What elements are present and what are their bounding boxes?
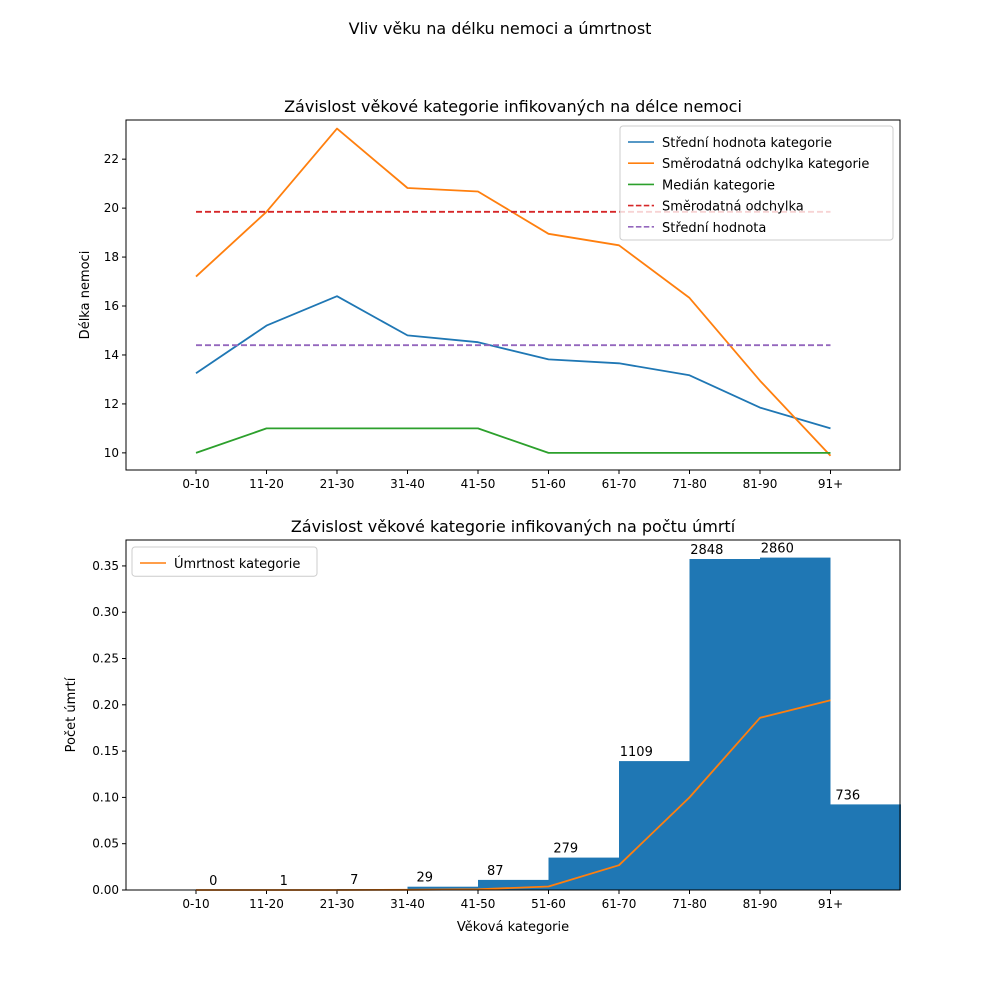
bar-label-11-20: 1	[280, 874, 288, 889]
deaths-x-tick-label: 21-30	[320, 897, 355, 911]
deaths-y-tick-label: 0.15	[92, 744, 119, 758]
bar-51-60	[548, 857, 619, 890]
deaths-x-tick-label: 41-50	[461, 897, 496, 911]
deaths-x-tick-label: 61-70	[602, 897, 637, 911]
deaths-y-tick-label: 0.30	[92, 605, 119, 619]
bar-label-81-90: 2860	[761, 542, 794, 557]
duration-line-chart: Závislost věkové kategorie infikovaných …	[78, 97, 901, 491]
duration-y-tick-label: 22	[104, 152, 119, 166]
series-line-median-kategorie	[195, 427, 831, 454]
duration-x-tick-label: 51-60	[531, 477, 566, 491]
duration-y-tick-label: 10	[104, 446, 119, 460]
duration-y-tick-label: 14	[104, 348, 119, 362]
bar-81-90	[760, 557, 831, 890]
deaths-y-tick-label: 0.25	[92, 652, 119, 666]
legend-label-median-kategorie: Medián kategorie	[662, 178, 775, 193]
bar-label-61-70: 1109	[620, 745, 653, 760]
duration-y-tick-label: 18	[104, 250, 119, 264]
legend-label-stredni-hodnota-kategorie: Střední hodnota kategorie	[662, 136, 832, 151]
deaths-x-tick-label: 0-10	[182, 897, 209, 911]
bar-label-41-50: 87	[487, 864, 504, 879]
legend-label-umrtnost-kategorie: Úmrtnost kategorie	[174, 556, 300, 572]
bar-label-0-10: 0	[209, 874, 217, 889]
deaths-chart-title: Závislost věkové kategorie infikovaných …	[291, 517, 736, 536]
deaths-axis-ticks: 0-10 11-20 21-30 31-40 41-50 51-60 61-70 71-80 8…	[92, 559, 843, 911]
bar-61-70	[619, 761, 690, 890]
deaths-y-axis-label: Počet úmrtí	[64, 677, 79, 752]
duration-axis-ticks: 0-10 11-20 21-30 31-40 41-50 51-60 61-70 71-80 8…	[104, 152, 843, 491]
duration-x-tick-label: 31-40	[390, 477, 425, 491]
deaths-x-tick-label: 31-40	[390, 897, 425, 911]
legend-label-smerodatna-odchylka: Směrodatná odchylka	[662, 200, 804, 215]
deaths-x-axis-label: Věková kategorie	[457, 920, 569, 935]
duration-legend: Střední hodnota kategorie Směrodatná odch…	[619, 125, 894, 241]
duration-x-tick-label: 81-90	[743, 477, 778, 491]
bar-41-50	[478, 879, 549, 890]
duration-x-tick-label: 21-30	[320, 477, 355, 491]
duration-y-tick-label: 16	[104, 299, 119, 313]
deaths-x-tick-label: 11-20	[249, 897, 284, 911]
duration-x-tick-label: 71-80	[672, 477, 707, 491]
duration-y-tick-label: 20	[104, 201, 119, 215]
bar-label-21-30: 7	[350, 873, 358, 888]
deaths-legend-box	[131, 546, 318, 577]
duration-y-tick-label: 12	[104, 397, 119, 411]
deaths-x-tick-label: 71-80	[672, 897, 707, 911]
bar-label-51-60: 279	[553, 842, 578, 857]
deaths-y-tick-label: 0.05	[92, 837, 119, 851]
duration-x-tick-label: 91+	[818, 477, 843, 491]
duration-legend-box	[619, 125, 894, 241]
deaths-y-tick-label: 0.10	[92, 790, 119, 804]
deaths-x-tick-label: 81-90	[743, 897, 778, 911]
deaths-legend: Úmrtnost kategorie	[131, 546, 318, 577]
deaths-bar-labels: 0 1 7 29 87 279 1109 2848 2860 736	[209, 542, 860, 889]
deaths-bar-chart: Závislost věkové kategorie infikovaných …	[64, 517, 901, 935]
duration-y-axis-label: Délka nemoci	[78, 251, 93, 340]
figure-suptitle: Vliv věku na délku nemoci a úmrtnost	[349, 19, 652, 38]
duration-x-tick-label: 11-20	[249, 477, 284, 491]
duration-chart-title: Závislost věkové kategorie infikovaných …	[284, 97, 742, 116]
duration-plot-frame	[125, 119, 901, 471]
duration-x-tick-label: 0-10	[182, 477, 209, 491]
deaths-x-tick-label: 51-60	[531, 897, 566, 911]
bar-71-80	[689, 559, 760, 890]
deaths-x-tick-label: 91+	[818, 897, 843, 911]
bar-31-40	[407, 886, 478, 890]
duration-x-tick-label: 61-70	[602, 477, 637, 491]
deaths-plot-frame	[125, 539, 901, 891]
bar-label-71-80: 2848	[690, 543, 723, 558]
duration-series	[195, 127, 832, 457]
bar-label-31-40: 29	[417, 871, 434, 886]
series-line-stredni-hodnota-kategorie	[195, 295, 831, 430]
legend-label-smerodatna-odchylka-kategorie: Směrodatná odchylka kategorie	[662, 157, 869, 172]
deaths-y-tick-label: 0.35	[92, 559, 119, 573]
bar-label-91+: 736	[835, 788, 860, 803]
deaths-y-tick-label: 0.00	[92, 883, 119, 897]
bar-91+	[830, 804, 901, 890]
legend-label-stredni-hodnota: Střední hodnota	[662, 221, 766, 236]
duration-x-tick-label: 41-50	[461, 477, 496, 491]
deaths-bars	[266, 557, 901, 890]
deaths-y-tick-label: 0.20	[92, 698, 119, 712]
